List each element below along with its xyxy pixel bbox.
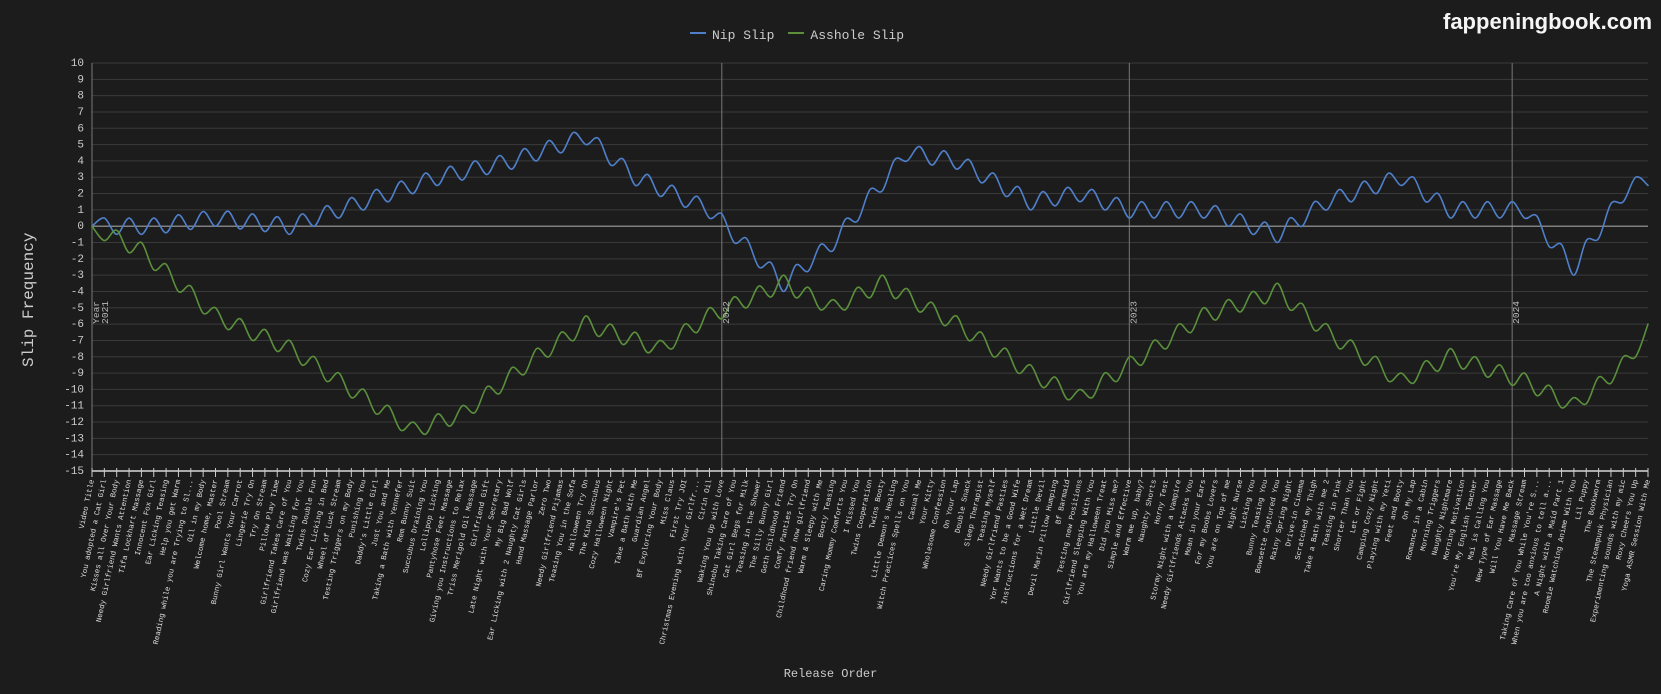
svg-text:4: 4 <box>77 156 84 168</box>
svg-text:10: 10 <box>71 58 84 70</box>
svg-text:-2: -2 <box>71 254 84 266</box>
svg-text:-15: -15 <box>64 466 84 478</box>
svg-text:-12: -12 <box>64 417 84 429</box>
svg-text:2024: 2024 <box>1511 301 1522 324</box>
svg-text:2022: 2022 <box>721 301 732 324</box>
svg-text:1: 1 <box>77 205 84 217</box>
svg-text:5: 5 <box>77 140 84 152</box>
svg-text:3: 3 <box>77 172 84 184</box>
svg-text:7: 7 <box>77 107 84 119</box>
svg-text:-3: -3 <box>71 270 84 282</box>
svg-text:-14: -14 <box>64 450 84 462</box>
svg-text:2023: 2023 <box>1128 301 1139 324</box>
svg-text:9: 9 <box>77 74 84 86</box>
svg-text:-13: -13 <box>64 433 84 445</box>
svg-text:-8: -8 <box>71 352 84 364</box>
svg-text:8: 8 <box>77 91 84 103</box>
svg-text:-9: -9 <box>71 368 84 380</box>
svg-text:-5: -5 <box>71 303 84 315</box>
svg-text:-10: -10 <box>64 384 84 396</box>
svg-text:-4: -4 <box>71 286 85 298</box>
svg-text:-7: -7 <box>71 335 84 347</box>
svg-text:-1: -1 <box>71 238 85 250</box>
svg-text:-6: -6 <box>71 319 84 331</box>
svg-text:0: 0 <box>77 221 84 233</box>
svg-text:2021: 2021 <box>100 301 111 324</box>
svg-text:2: 2 <box>77 189 84 201</box>
svg-text:6: 6 <box>77 123 84 135</box>
svg-text:-11: -11 <box>64 401 84 413</box>
